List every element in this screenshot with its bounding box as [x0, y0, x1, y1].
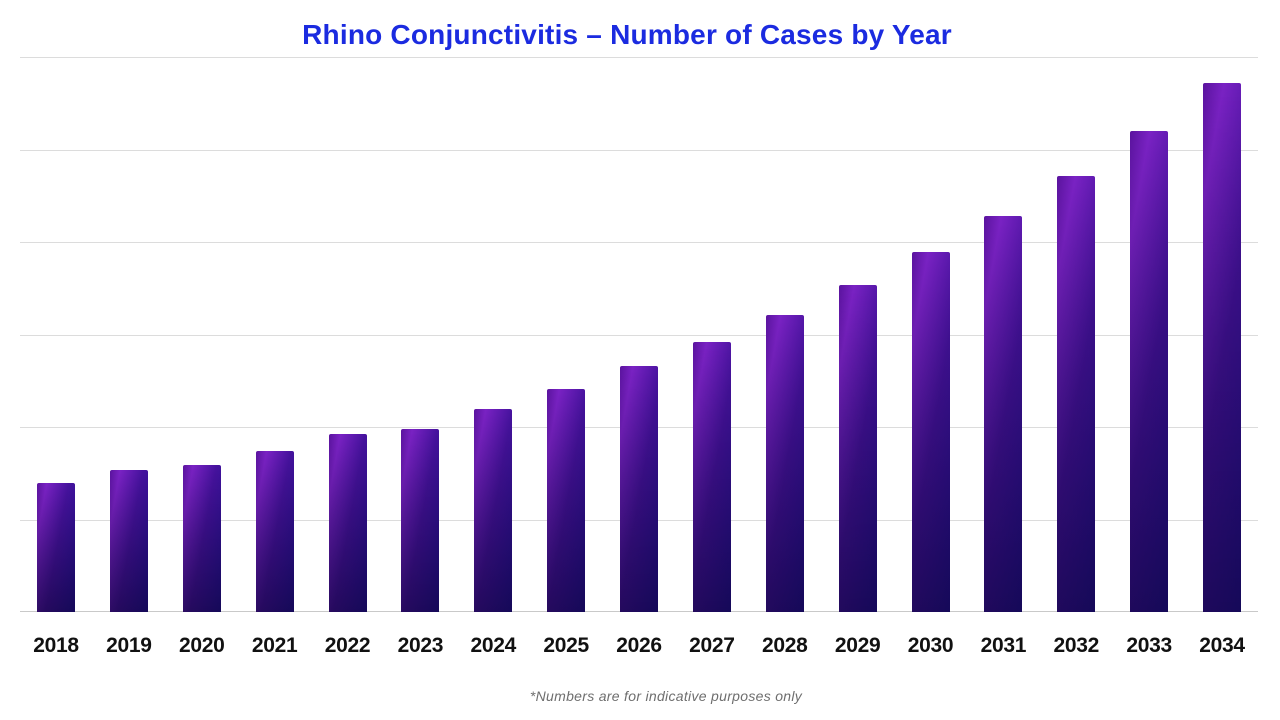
bar-2026 [620, 365, 658, 612]
bar-column: 2033 [1126, 57, 1172, 657]
bar-2032 [1057, 176, 1096, 612]
bar-2019 [109, 470, 148, 612]
x-axis-label: 2021 [251, 634, 298, 657]
x-axis-label: 2026 [616, 634, 662, 657]
bar-column: 2028 [762, 57, 808, 657]
bar-column: 2024 [470, 57, 516, 657]
bar-column: 2029 [835, 57, 881, 657]
x-axis-label: 2025 [543, 634, 589, 657]
bar-2033 [1130, 131, 1169, 612]
bar-chart: 2018 2019 2020 2021 2022 2023 2024 2025 2026 2027… [20, 57, 1258, 657]
x-axis-label: 2027 [689, 634, 735, 657]
bar-2031 [984, 216, 1023, 612]
bar-2022 [328, 434, 367, 612]
bar-column: 2027 [689, 57, 735, 657]
x-axis-label: 2033 [1126, 634, 1172, 657]
bar-column: 2019 [106, 57, 152, 657]
bar-column: 2020 [179, 57, 225, 657]
bar-2020 [182, 464, 221, 612]
x-axis-label: 2022 [324, 634, 371, 657]
x-axis-label: 2029 [834, 634, 881, 657]
x-axis-label: 2034 [1199, 634, 1245, 657]
x-axis-label: 2023 [397, 634, 444, 657]
footnote: *Numbers are for indicative purposes onl… [529, 688, 803, 704]
x-axis-label: 2020 [178, 634, 225, 657]
x-axis-label: 2028 [761, 634, 808, 657]
bar-column: 2018 [33, 57, 79, 657]
bar-column: 2034 [1199, 57, 1245, 657]
bars-row: 2018 2019 2020 2021 2022 2023 2024 2025 2026 2027… [20, 57, 1258, 657]
x-axis-label: 2032 [1053, 634, 1100, 657]
x-axis-label: 2031 [980, 634, 1027, 657]
x-axis-label: 2018 [33, 634, 79, 657]
bar-2030 [911, 252, 950, 612]
bar-2028 [765, 315, 804, 612]
bar-column: 2031 [981, 57, 1026, 657]
bar-column: 2022 [325, 57, 371, 657]
gridline [20, 242, 1258, 243]
bar-column: 2021 [252, 57, 298, 657]
x-axis-label: 2019 [106, 634, 152, 657]
x-axis-label: 2030 [907, 634, 954, 657]
bar-column: 2032 [1053, 57, 1099, 657]
bar-2025 [547, 389, 586, 612]
bar-column: 2025 [543, 57, 589, 657]
bar-2023 [401, 428, 440, 612]
bar-column: 2030 [908, 57, 954, 657]
bar-2018 [37, 483, 75, 612]
bar-2029 [838, 284, 877, 612]
bar-2027 [692, 341, 731, 612]
bar-2021 [255, 451, 294, 612]
bar-2034 [1203, 82, 1241, 612]
bar-column: 2026 [616, 57, 662, 657]
bar-column: 2023 [398, 57, 443, 657]
gridline [20, 57, 1258, 58]
chart-title: Rhino Conjunctivitis – Number of Cases b… [302, 19, 952, 50]
x-axis-label: 2024 [470, 634, 517, 657]
gridline [20, 334, 1258, 336]
bar-2024 [474, 409, 513, 612]
gridline [20, 149, 1258, 151]
